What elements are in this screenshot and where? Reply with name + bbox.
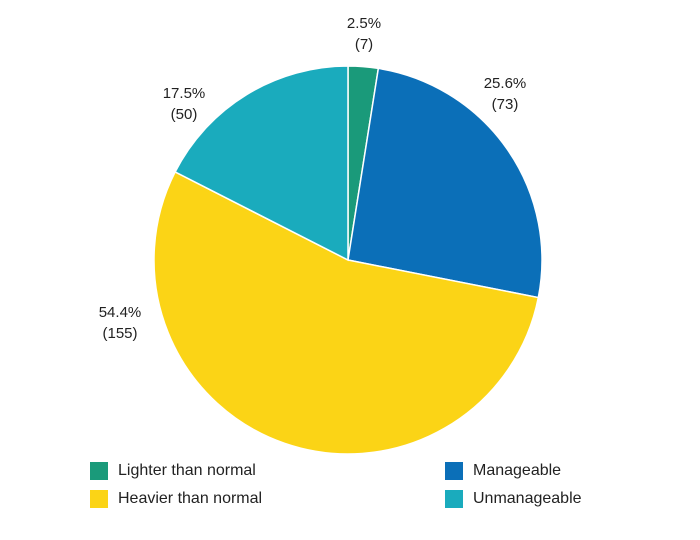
slice-heavier-than-normal — [153, 170, 540, 455]
pie-labels: 2.5% (7) 25.6% (73) 54.4% (155) 17.5% (50) — [99, 15, 527, 342]
pie-chart: 2.5% (7) 25.6% (73) 54.4% (155) 17.5% (50) — [99, 15, 543, 455]
legend-item-heavier-than-normal: Heavier than normal — [90, 490, 262, 508]
slice-percent-label-manageable: 25.6% — [484, 75, 527, 92]
legend-label-manageable: Manageable — [473, 462, 562, 479]
slice-manageable — [347, 67, 543, 299]
legend-label-unmanageable: Unmanageable — [473, 490, 582, 507]
slice-percent-label-unmanageable: 17.5% — [163, 85, 206, 102]
slice-count-label-lighter-than-normal: (7) — [355, 36, 373, 53]
legend-item-unmanageable: Unmanageable — [445, 490, 582, 508]
pie-slices — [153, 65, 543, 455]
legend-swatch-manageable — [445, 462, 463, 480]
legend-item-lighter-than-normal: Lighter than normal — [90, 462, 256, 480]
legend: Lighter than normal Manageable Heavier t… — [90, 462, 610, 518]
slice-count-label-heavier-than-normal: (155) — [102, 325, 137, 342]
slice-count-label-manageable: (73) — [492, 96, 519, 113]
slice-count-label-unmanageable: (50) — [171, 106, 198, 123]
legend-swatch-heavier-than-normal — [90, 490, 108, 508]
slice-percent-label-lighter-than-normal: 2.5% — [347, 15, 381, 32]
slice-unmanageable — [174, 65, 349, 262]
legend-item-manageable: Manageable — [445, 462, 561, 480]
legend-swatch-unmanageable — [445, 490, 463, 508]
legend-swatch-lighter-than-normal — [90, 462, 108, 480]
slice-percent-label-heavier-than-normal: 54.4% — [99, 304, 142, 321]
legend-label-lighter-than-normal: Lighter than normal — [118, 462, 256, 479]
legend-label-heavier-than-normal: Heavier than normal — [118, 490, 263, 507]
